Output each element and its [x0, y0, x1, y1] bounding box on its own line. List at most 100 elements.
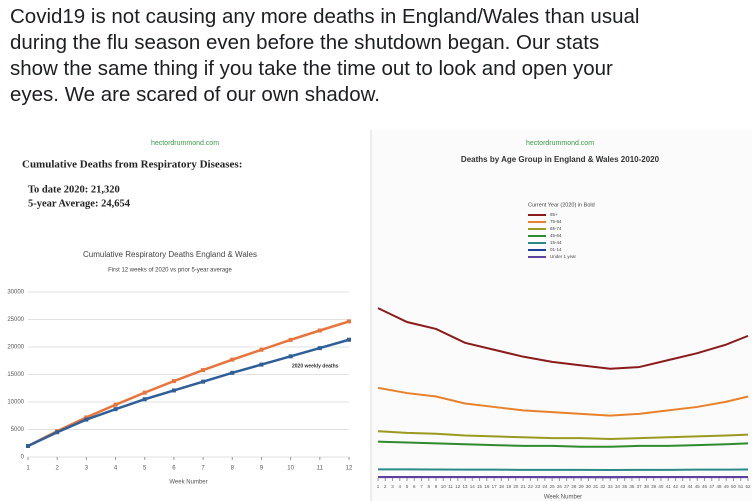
- x-tick-label: 11: [448, 484, 453, 489]
- series-label: 2020 weekly deaths: [292, 363, 339, 369]
- point: [288, 337, 293, 342]
- x-tick-label: 8: [231, 466, 235, 472]
- point: [142, 397, 147, 402]
- x-tick-label: 46: [702, 484, 708, 489]
- chart-subtitle: First 12 weeks of 2020 vs prior 5-year a…: [108, 268, 232, 274]
- x-tick-label: 18: [499, 484, 505, 489]
- x-tick-label: 25: [550, 484, 556, 489]
- x-tick-label: 33: [608, 484, 614, 489]
- x-tick-label: 12: [346, 466, 353, 472]
- x-tick-label: 6: [172, 466, 176, 472]
- y-tick-label: 30000: [7, 290, 24, 296]
- legend-label: 85+: [550, 212, 558, 217]
- series-line: [377, 386, 749, 417]
- stat: To date 2020: 21,320: [28, 184, 120, 195]
- x-tick-label: 1: [26, 466, 30, 472]
- x-tick-label: 28: [571, 484, 577, 489]
- series-line: [27, 338, 350, 448]
- x-tick-label: 27: [564, 484, 570, 489]
- x-axis-label: Week Number: [544, 495, 582, 501]
- x-tick-label: 17: [492, 484, 498, 489]
- source: hectordrummond.com: [151, 140, 219, 147]
- x-tick-label: 7: [420, 484, 423, 489]
- x-tick-label: 36: [629, 484, 635, 489]
- x-tick-label: 44: [687, 484, 693, 489]
- source: hectordrummond.com: [526, 140, 594, 147]
- x-tick-label: 9: [260, 466, 264, 472]
- point: [259, 347, 264, 352]
- x-tick-label: 3: [85, 466, 89, 472]
- legend-label: 75-84: [550, 219, 562, 224]
- x-tick-label: 39: [651, 484, 657, 489]
- post-line: show the same thing if you take the time…: [10, 57, 613, 80]
- y-tick-label: 10000: [7, 400, 24, 406]
- point: [201, 379, 206, 384]
- post-line: eyes. We are scared of our own shadow.: [10, 83, 380, 106]
- x-tick-label: 5: [143, 466, 147, 472]
- post-line: during the flu season even before the sh…: [10, 31, 600, 54]
- y-tick-label: 0: [21, 455, 25, 461]
- point: [230, 370, 235, 375]
- x-tick-label: 48: [716, 484, 722, 489]
- post-text: Covid19 is not causing any more deaths i…: [10, 4, 750, 108]
- x-tick-label: 52: [745, 484, 751, 489]
- stat: 5-year Average: 24,654: [28, 198, 131, 209]
- chart-title: Deaths by Age Group in England & Wales 2…: [461, 155, 660, 164]
- y-tick-label: 5000: [11, 427, 25, 433]
- x-tick-label: 22: [528, 484, 534, 489]
- point: [347, 337, 351, 342]
- x-tick-label: 47: [709, 484, 715, 489]
- x-tick-label: 15: [477, 484, 483, 489]
- x-tick-label: 19: [506, 484, 512, 489]
- point: [288, 354, 293, 359]
- x-tick-label: 34: [615, 484, 621, 489]
- x-tick-label: 6: [413, 484, 416, 489]
- point: [259, 362, 264, 367]
- point: [113, 402, 118, 407]
- x-tick-label: 7: [201, 466, 205, 472]
- heading: Cumulative Deaths from Respiratory Disea…: [22, 159, 242, 171]
- point: [26, 444, 30, 448]
- legend-label: 01-14: [550, 247, 562, 252]
- x-tick-label: 37: [637, 484, 643, 489]
- x-tick-label: 45: [695, 484, 701, 489]
- x-tick-label: 23: [535, 484, 541, 489]
- point: [317, 328, 322, 333]
- x-tick-label: 43: [680, 484, 686, 489]
- x-tick-label: 26: [557, 484, 563, 489]
- series-line: [378, 468, 749, 472]
- point: [142, 390, 147, 395]
- legend-label: 65-74: [550, 226, 562, 231]
- point: [201, 368, 206, 373]
- x-tick-label: 29: [579, 484, 585, 489]
- x-tick-label: 14: [470, 484, 476, 489]
- series-line: [377, 430, 749, 441]
- x-tick-label: 16: [484, 484, 490, 489]
- point: [171, 388, 176, 393]
- x-tick-label: 31: [593, 484, 599, 489]
- x-tick-label: 5: [406, 484, 409, 489]
- x-tick-label: 9: [435, 484, 438, 489]
- x-tick-label: 8: [428, 484, 431, 489]
- x-tick-label: 30: [586, 484, 592, 489]
- y-tick-label: 20000: [7, 345, 24, 351]
- point: [317, 346, 322, 351]
- x-tick-label: 38: [644, 484, 650, 489]
- x-tick-label: 24: [542, 484, 548, 489]
- x-axis-label: Week Number: [169, 480, 207, 486]
- series-line: [377, 307, 749, 370]
- x-tick-label: 32: [600, 484, 606, 489]
- post-line: Covid19 is not causing any more deaths i…: [10, 5, 640, 28]
- x-tick-label: 51: [738, 484, 744, 489]
- x-tick-label: 11: [317, 466, 324, 472]
- point: [347, 319, 351, 324]
- chart-title: Cumulative Respiratory Deaths England & …: [83, 250, 257, 259]
- legend-label: 15-44: [550, 240, 562, 245]
- point: [171, 379, 176, 384]
- x-tick-label: 3: [391, 484, 394, 489]
- x-tick-label: 40: [658, 484, 664, 489]
- x-tick-label: 49: [724, 484, 730, 489]
- y-tick-label: 15000: [7, 372, 24, 378]
- x-tick-label: 1: [377, 484, 380, 489]
